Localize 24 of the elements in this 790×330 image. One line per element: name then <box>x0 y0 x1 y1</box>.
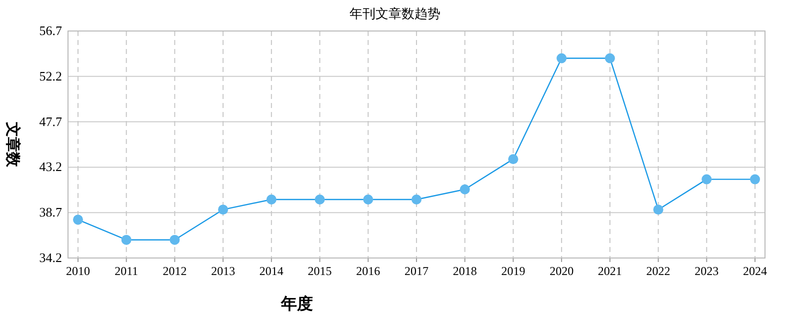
y-tick-label: 38.7 <box>39 204 62 220</box>
x-tick-label: 2018 <box>452 264 477 278</box>
x-tick-label: 2020 <box>550 264 574 278</box>
chart-title: 年刊文章数趋势 <box>350 6 440 21</box>
x-tick-label: 2010 <box>66 264 90 278</box>
x-axis-title: 年度 <box>280 294 313 313</box>
x-tick-label: 2023 <box>694 264 719 278</box>
x-tick-label: 2012 <box>162 264 187 278</box>
y-tick-label: 34.2 <box>39 250 62 265</box>
x-tick-label: 2022 <box>646 264 670 278</box>
y-tick-label: 56.7 <box>39 23 62 38</box>
y-tick-label: 43.2 <box>39 159 62 174</box>
x-tick-label: 2011 <box>114 264 138 278</box>
x-tick-label: 2013 <box>211 264 236 278</box>
x-tick-label: 2017 <box>404 264 428 278</box>
y-axis-title: 文章数 <box>4 121 22 168</box>
x-tick-label: 2021 <box>598 264 622 278</box>
x-tick-label: 2024 <box>743 264 767 278</box>
y-tick-label: 52.2 <box>39 68 62 84</box>
x-tick-label: 2019 <box>501 264 526 278</box>
x-tick-label: 2016 <box>356 264 380 278</box>
x-tick-label: 2014 <box>259 264 284 278</box>
x-tick-label: 2015 <box>308 264 332 278</box>
y-tick-label: 47.7 <box>39 114 62 129</box>
